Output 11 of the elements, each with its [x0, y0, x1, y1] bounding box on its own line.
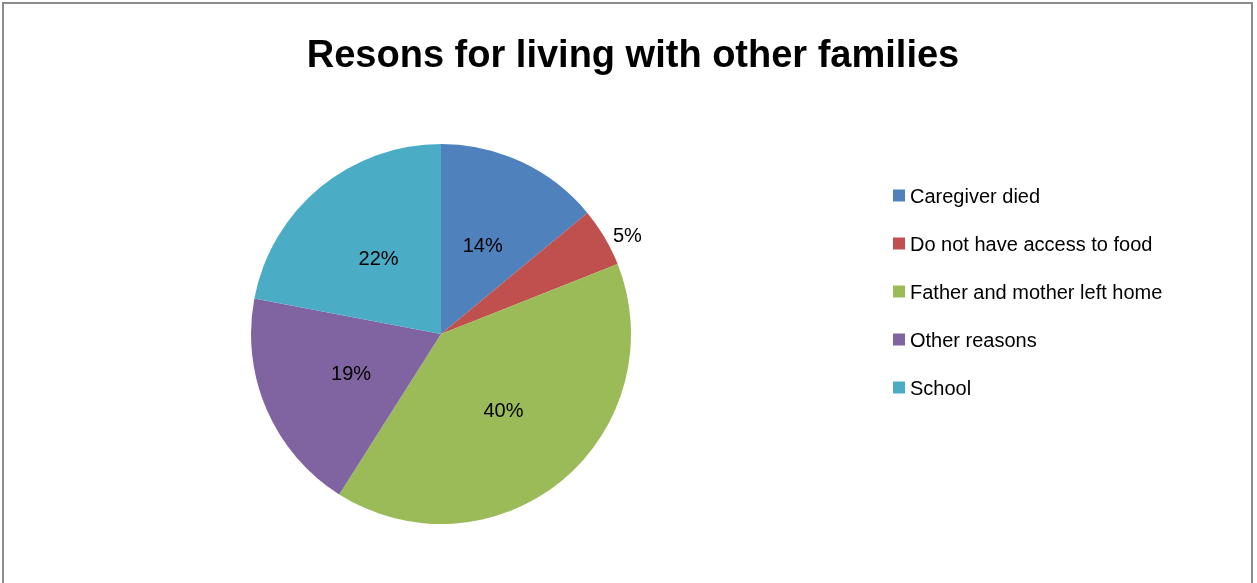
data-label: 40%: [483, 398, 524, 421]
data-label: 19%: [331, 361, 372, 384]
legend-label: Father and mother left home: [910, 280, 1163, 303]
data-label: 5%: [612, 224, 643, 247]
legend-label: Caregiver died: [910, 184, 1041, 207]
data-label: 14%: [462, 234, 503, 257]
legend-label: School: [910, 376, 972, 399]
legend-label: Other reasons: [910, 328, 1037, 351]
chart-title: Resons for living with other families: [306, 33, 960, 75]
data-label: 22%: [358, 247, 399, 270]
legend-label: Do not have access to food: [910, 232, 1153, 255]
